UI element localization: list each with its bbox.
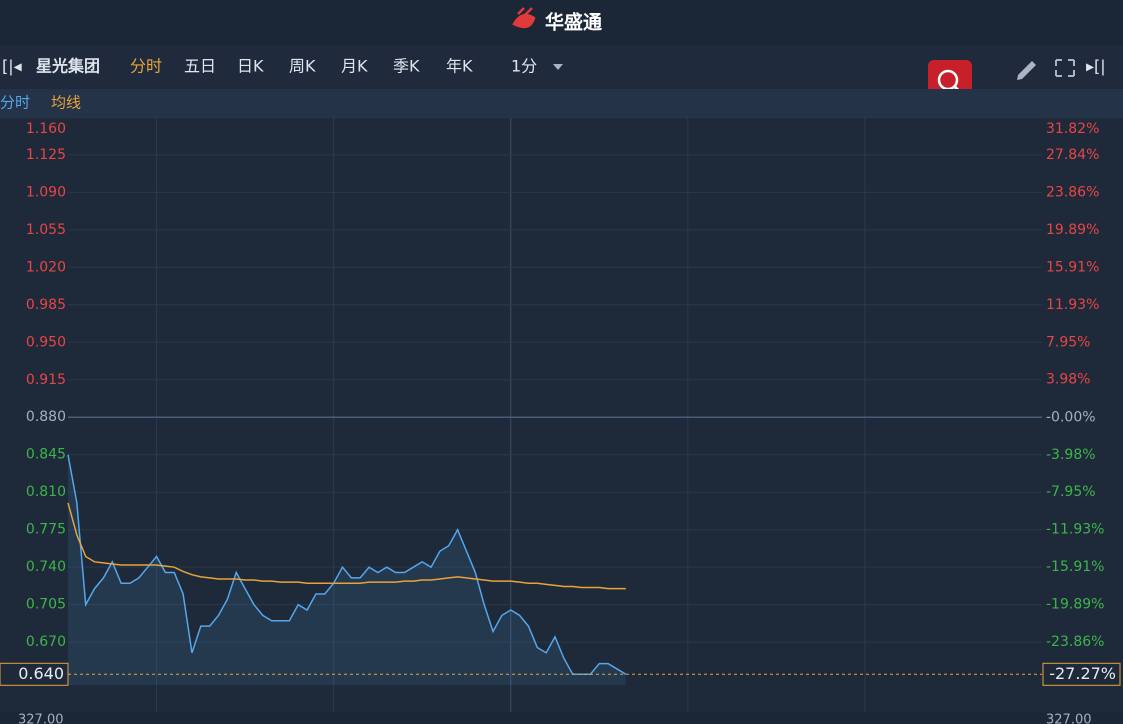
y-tick-label: 1.055 [26,222,66,238]
last-price-box [0,662,69,686]
tab[interactable]: 季K [393,57,420,76]
y-tick-label: 0.950 [26,334,66,350]
y2-tick-label: -7.95% [1046,484,1096,500]
y-tick-label: 0.985 [26,297,66,313]
y-tick-label: 0.880 [26,409,66,425]
y2-tick-label: 19.89% [1046,222,1099,238]
y2-tick-label: 27.84% [1046,147,1099,163]
y2-tick-label: 23.86% [1046,184,1099,200]
y-tick-label: 0.915 [26,372,66,388]
volume-right-label: 327.00 [1046,713,1092,724]
y2-tick-label: -15.91% [1046,559,1104,575]
tab[interactable]: 年K [446,57,473,76]
tab[interactable]: 分时 [130,57,162,76]
stock-name: 星光集团 [36,57,100,76]
y-tick-label: 0.775 [26,522,66,538]
legend-price: 分时 [0,94,30,112]
draw-icon[interactable] [1017,61,1036,80]
average-line [67,502,626,590]
fullscreen-icon[interactable] [1055,59,1075,77]
legend-average: 均线 [51,94,81,112]
y2-tick-label: 15.91% [1046,259,1099,275]
y-tick-label: 0.845 [26,447,66,463]
logo-icon [512,7,536,29]
tab[interactable]: 月K [341,57,368,76]
y-tick-label: 0.670 [26,634,66,650]
y-tick-label: 1.160 [26,121,66,137]
y-tick-label: 0.810 [26,484,66,500]
y2-tick-label: -11.93% [1046,522,1104,538]
y2-tick-label: -19.89% [1046,597,1104,613]
volume-bar [0,712,1123,724]
last-change-box [1042,662,1121,686]
y-tick-label: 1.125 [26,147,66,163]
exit-icon[interactable]: ▸[| [1086,57,1106,76]
volume-left-label: 327.00 [18,713,64,724]
y2-tick-label: 3.98% [1046,372,1090,388]
y2-tick-label: -3.98% [1046,447,1096,463]
last-change-label: -27.27% [1049,664,1116,683]
price-area [68,454,626,685]
tab[interactable]: 五日 [184,57,216,76]
interval[interactable]: 1分 [511,57,537,76]
tab[interactable]: 日K [237,57,264,76]
y-tick-label: 1.020 [26,259,66,275]
y2-tick-label: 11.93% [1046,297,1099,313]
y2-tick-label: -23.86% [1046,634,1104,650]
tab[interactable]: 周K [289,57,316,76]
collapse-icon[interactable]: [|◂ [2,57,22,76]
logo-text: 华盛通 [545,11,603,34]
legend-bar [0,89,1123,118]
y-tick-label: 0.740 [26,559,66,575]
y-tick-label: 0.705 [26,597,66,613]
last-price-label: 0.640 [18,664,64,683]
y2-tick-label: -0.00% [1046,409,1096,425]
price-line [67,454,627,676]
y-tick-label: 1.090 [26,184,66,200]
dropdown-arrow[interactable] [553,64,563,70]
y2-tick-label: 31.82% [1046,121,1099,137]
y2-tick-label: 7.95% [1046,334,1090,350]
title-bar [0,0,1123,45]
